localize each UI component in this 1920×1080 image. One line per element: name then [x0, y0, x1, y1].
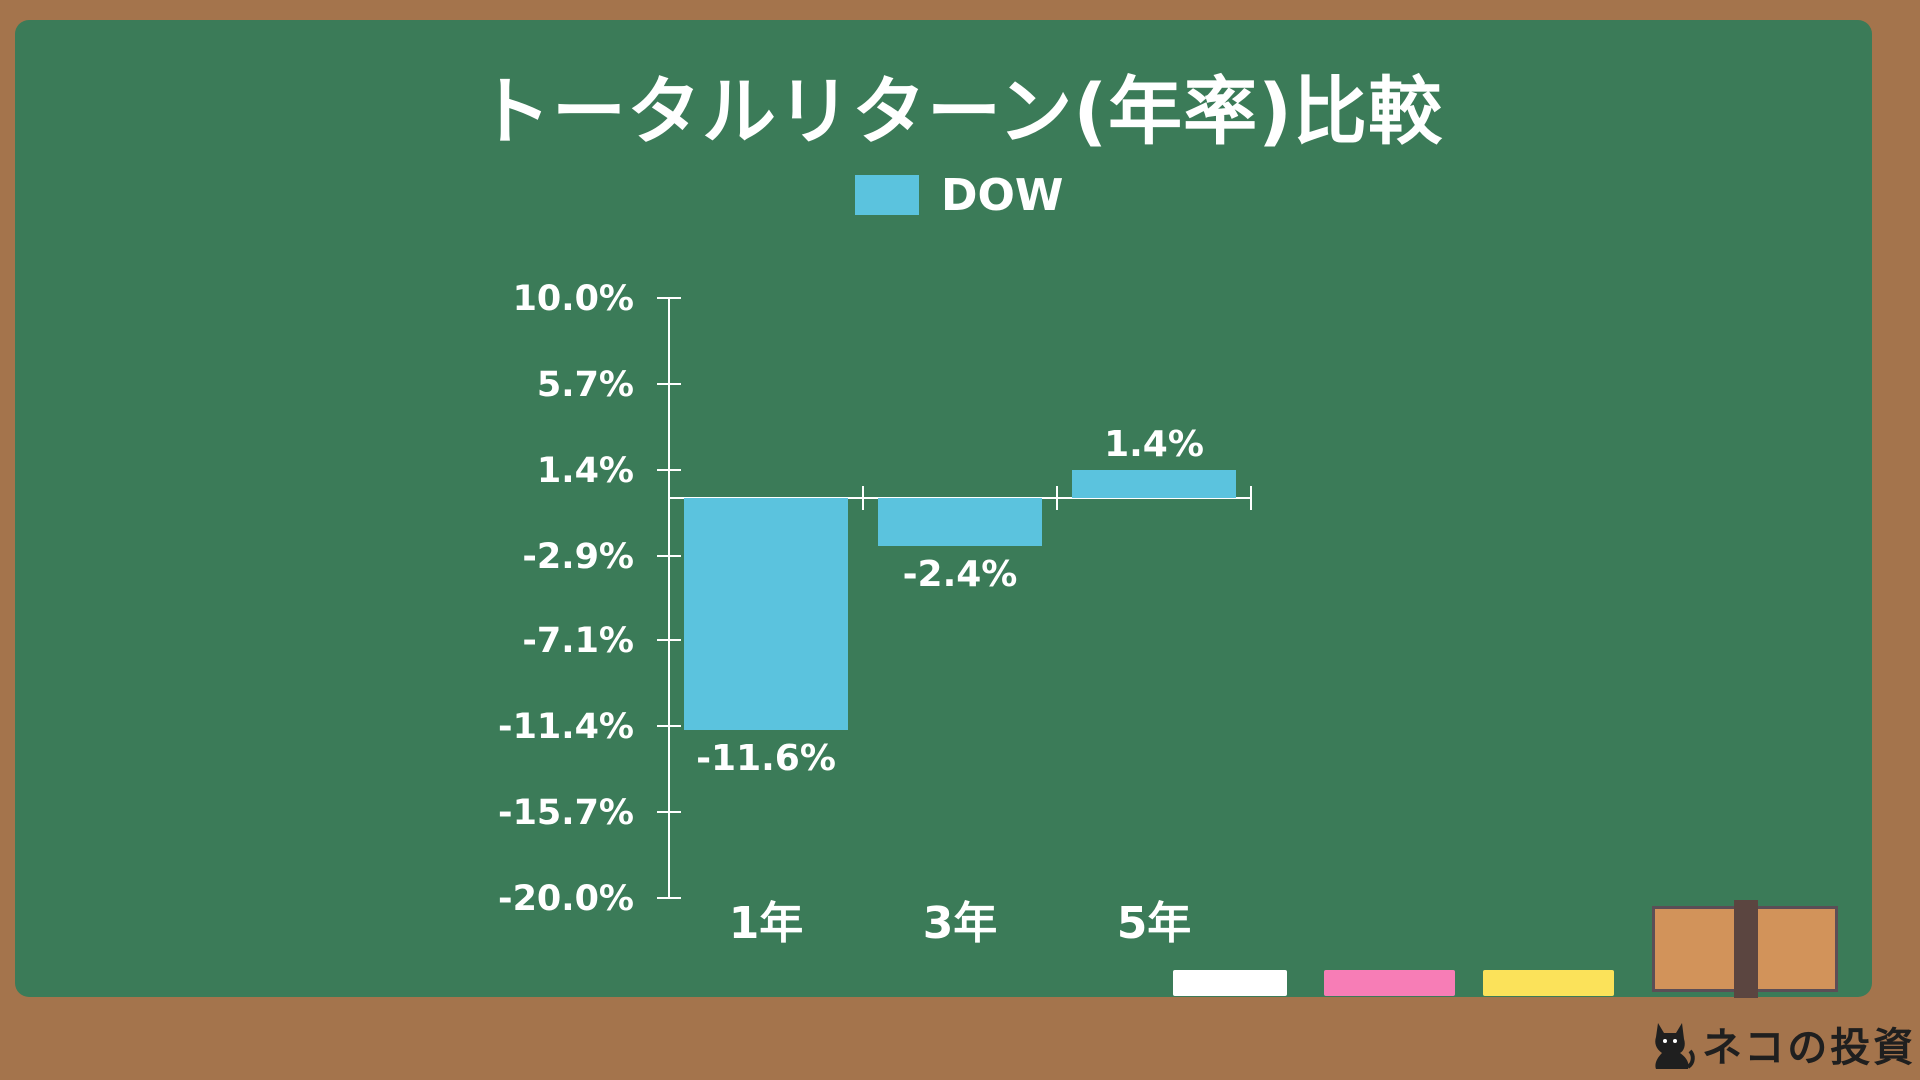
eraser: [1652, 900, 1838, 998]
chalk-pink: [1324, 970, 1455, 996]
chalk-yellow: [1483, 970, 1614, 996]
category-label: 1年: [729, 898, 804, 949]
category-labels: 1年 3年 5年: [729, 898, 1192, 949]
cat-icon: [1655, 1023, 1695, 1069]
y-tick-label: -7.1%: [522, 621, 634, 661]
y-tick-label: 5.7%: [537, 365, 634, 405]
legend-swatch: [855, 175, 919, 215]
category-label: 3年: [923, 898, 998, 949]
data-label: 1.4%: [1104, 424, 1204, 465]
brand: ネコの投資: [1648, 1016, 1916, 1072]
y-ticks: 10.0% 5.7% 1.4% -2.9% -7.1% -11.4% -15.7% -20.0…: [498, 279, 681, 919]
y-tick-label: -2.9%: [522, 537, 634, 577]
data-label: -11.6%: [696, 738, 836, 779]
y-tick-label: 1.4%: [537, 451, 634, 491]
brand-name: ネコの投資: [1702, 1025, 1917, 1071]
y-tick-label: 10.0%: [513, 279, 634, 319]
data-labels: -11.6% -2.4% 1.4%: [696, 424, 1204, 779]
y-tick-label: -11.4%: [498, 707, 634, 747]
chart-title: トータルリターン(年率)比較: [477, 69, 1443, 155]
data-label: -2.4%: [903, 554, 1018, 595]
chalk-white: [1173, 970, 1287, 996]
bar: [684, 498, 848, 730]
category-label: 5年: [1117, 898, 1192, 949]
x-ticks: [862, 486, 1252, 510]
y-tick-label: -20.0%: [498, 879, 634, 919]
bar: [1072, 470, 1236, 498]
eraser-band: [1734, 900, 1758, 998]
y-tick-label: -15.7%: [498, 793, 634, 833]
bars: [684, 470, 1236, 730]
legend: DOW: [855, 169, 1064, 221]
legend-label: DOW: [941, 169, 1064, 221]
bar: [878, 498, 1042, 546]
